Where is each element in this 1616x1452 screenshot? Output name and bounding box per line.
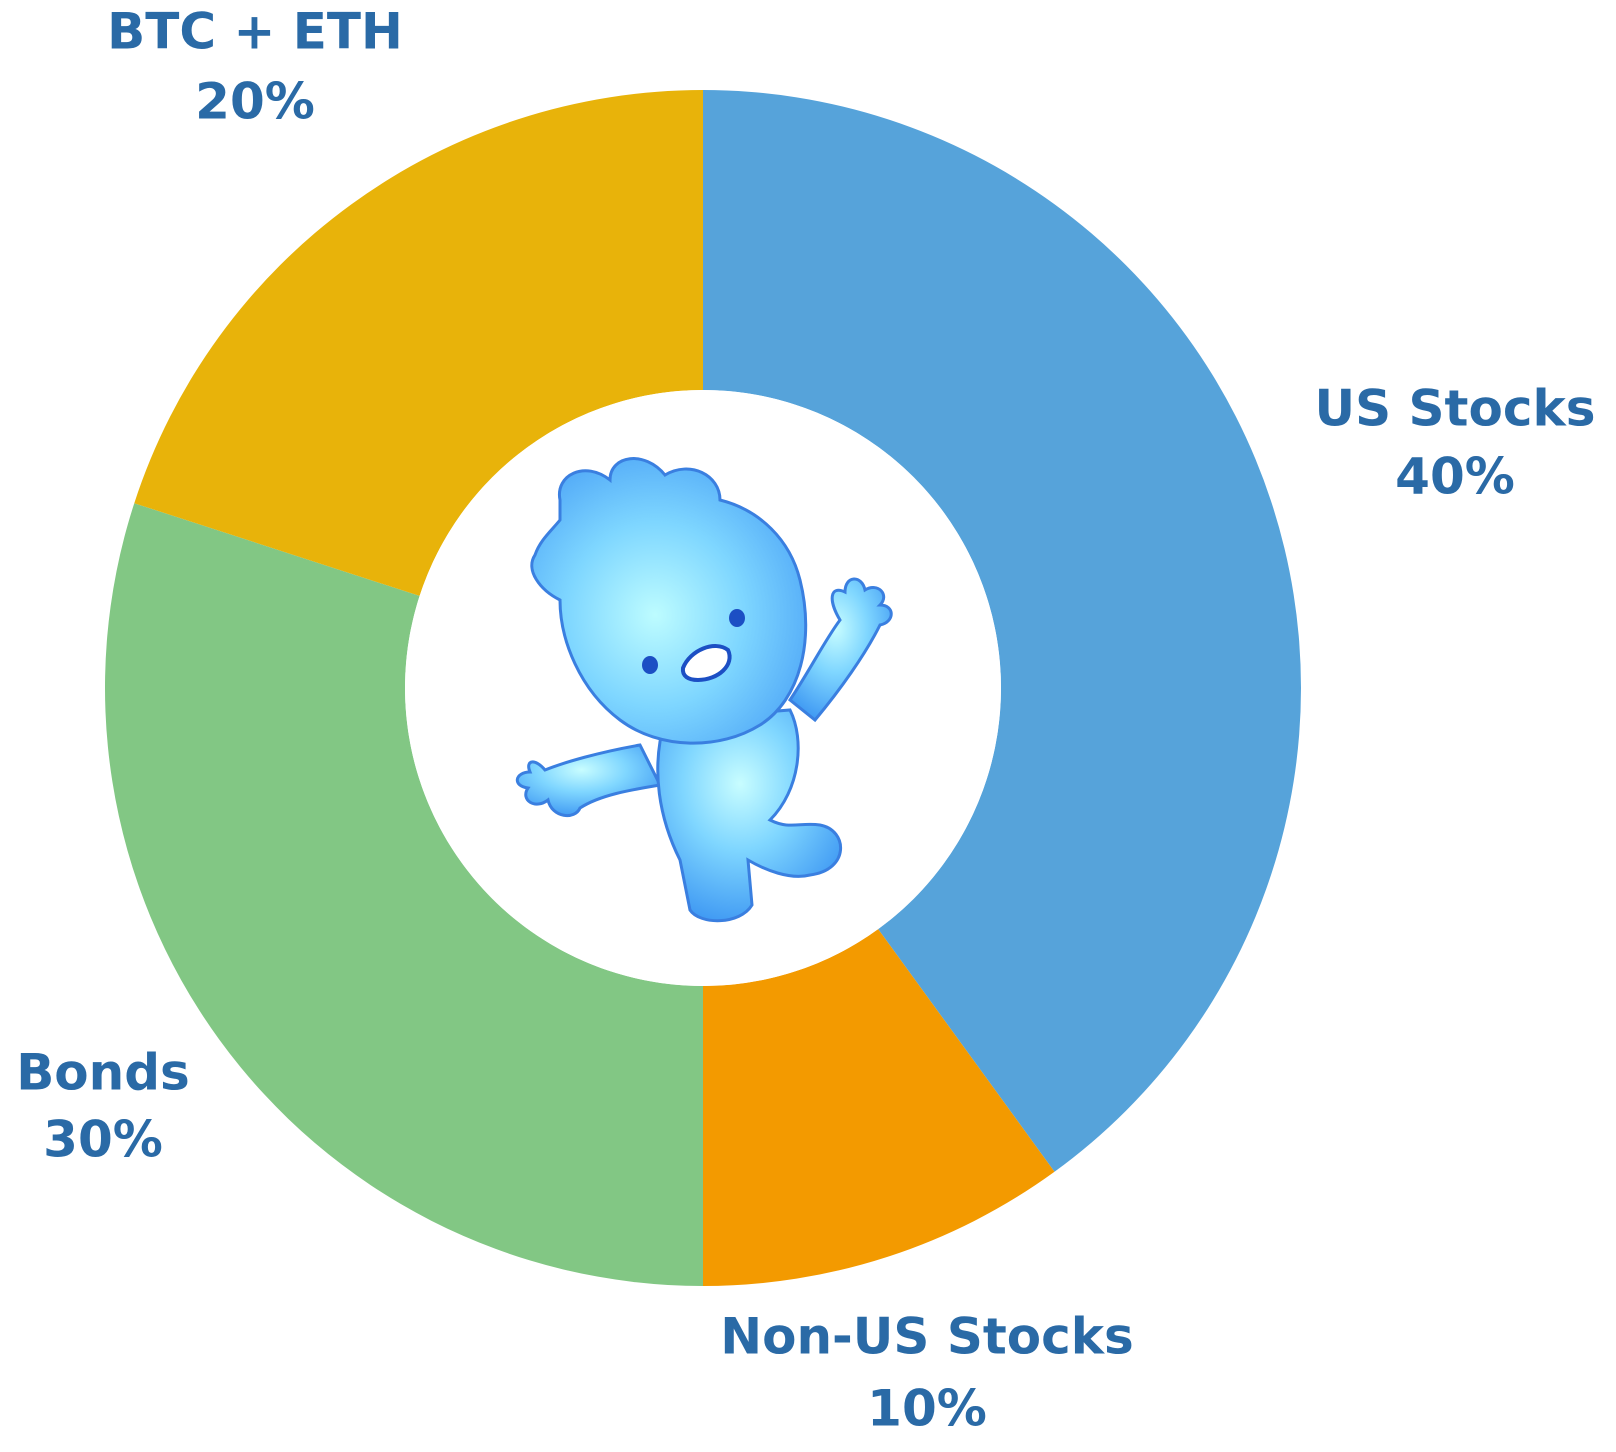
- slice-value-btc-eth: 20%: [195, 73, 315, 131]
- slice-us-stocks: [703, 90, 1301, 1172]
- slice-value-us-stocks: 40%: [1395, 448, 1515, 506]
- mascot-image: [515, 457, 893, 923]
- slice-value-bonds: 30%: [43, 1111, 163, 1169]
- slice-label-btc-eth: BTC + ETH: [107, 3, 403, 61]
- labels-layer: US Stocks 40% Non-US Stocks 10% Bonds 30% BTC …: [16, 3, 1595, 1438]
- slices-layer: [104, 90, 1301, 1286]
- slice-label-non-us-stocks: Non-US Stocks: [720, 1308, 1133, 1366]
- slice-label-bonds: Bonds: [16, 1044, 190, 1102]
- slice-value-non-us-stocks: 10%: [867, 1380, 987, 1438]
- slice-non-us-stocks: [703, 929, 1055, 1286]
- slice-bonds: [104, 503, 703, 1286]
- slice-label-us-stocks: US Stocks: [1315, 380, 1596, 438]
- slice-btc-eth: [134, 90, 704, 596]
